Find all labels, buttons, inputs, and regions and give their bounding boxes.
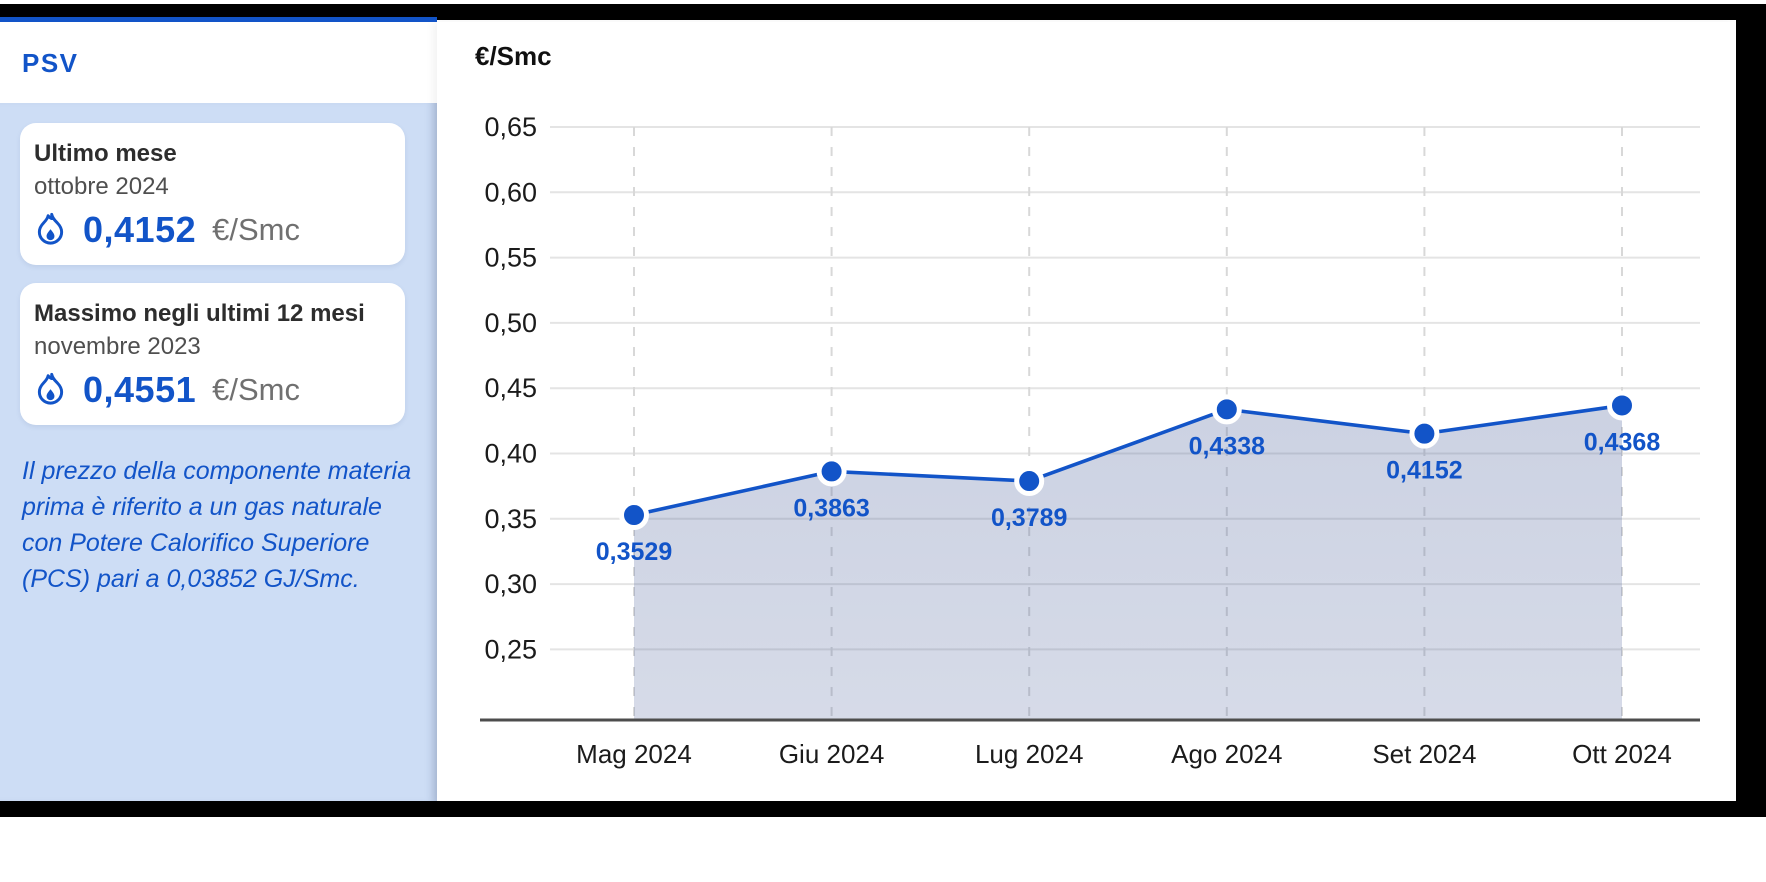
card-title: Massimo negli ultimi 12 mesi — [34, 300, 365, 327]
svg-text:0,3789: 0,3789 — [991, 504, 1067, 532]
svg-text:Set 2024: Set 2024 — [1372, 739, 1476, 769]
data-point-Ott 2024[interactable] — [1607, 390, 1637, 421]
gas-flame-icon — [37, 372, 64, 405]
card-subtitle: novembre 2023 — [34, 333, 201, 360]
price-unit: €/Smc — [212, 372, 300, 407]
svg-text:0,3863: 0,3863 — [793, 494, 869, 522]
price-value: 0,4152 — [83, 209, 197, 250]
price-value: 0,4551 — [83, 369, 197, 410]
card-title: Ultimo mese — [34, 140, 177, 167]
data-point-Mag 2024[interactable] — [619, 500, 649, 531]
svg-text:0,30: 0,30 — [484, 569, 537, 599]
svg-text:0,25: 0,25 — [484, 634, 537, 664]
data-point-Set 2024[interactable] — [1409, 418, 1440, 449]
header-accent-line — [0, 17, 437, 22]
torn-edge-right — [1736, 4, 1766, 817]
svg-text:0,40: 0,40 — [484, 439, 537, 469]
sidebar-header: PSV — [0, 22, 437, 103]
pcs-note: Il prezzo della componente materia prima… — [22, 457, 412, 593]
latest-month-card: Ultimo mese ottobre 2024 0,4152 €/Smc — [20, 123, 405, 265]
svg-text:Lug 2024: Lug 2024 — [975, 739, 1083, 769]
svg-text:0,45: 0,45 — [484, 373, 537, 403]
gas-flame-icon — [37, 212, 64, 245]
svg-text:0,60: 0,60 — [484, 177, 537, 207]
svg-text:0,4368: 0,4368 — [1584, 428, 1661, 456]
data-point-Lug 2024[interactable] — [1014, 466, 1045, 497]
svg-text:0,55: 0,55 — [484, 243, 537, 273]
svg-text:Giu 2024: Giu 2024 — [779, 739, 885, 769]
svg-text:Mag 2024: Mag 2024 — [576, 739, 692, 769]
psv-summary-panel: Ultimo mese ottobre 2024 0,4152 €/Smc Ma… — [0, 103, 437, 801]
data-point-Giu 2024[interactable] — [816, 456, 847, 487]
price-unit: €/Smc — [212, 212, 300, 247]
svg-text:0,65: 0,65 — [484, 112, 537, 142]
svg-text:0,50: 0,50 — [484, 308, 537, 338]
svg-text:Ago 2024: Ago 2024 — [1171, 739, 1282, 769]
svg-text:0,4152: 0,4152 — [1386, 457, 1462, 485]
svg-text:0,3529: 0,3529 — [596, 538, 672, 566]
data-point-Ago 2024[interactable] — [1211, 394, 1242, 425]
max-12-months-card: Massimo negli ultimi 12 mesi novembre 20… — [20, 283, 405, 425]
svg-text:Ott 2024: Ott 2024 — [1572, 739, 1672, 769]
chart-unit-label: €/Smc — [475, 41, 552, 71]
psv-price-chart[interactable]: 0,65 0,60 0,55 0,50 0,45 0,40 0,35 0,30 0,25 Mag … — [437, 22, 1736, 801]
card-subtitle: ottobre 2024 — [34, 173, 169, 200]
torn-edge-bottom — [0, 801, 1766, 817]
torn-edge-top — [0, 4, 1766, 20]
page-title: PSV — [22, 48, 79, 78]
price-row: 0,4152 €/Smc — [34, 207, 389, 253]
svg-text:0,4338: 0,4338 — [1189, 432, 1266, 460]
psv-sidebar: PSV Ultimo mese ottobre 2024 0,4152 €/Sm… — [0, 22, 437, 801]
chart-panel: €/Smc 0,65 0,60 0,55 0,50 0,45 0,40 0,35 0,30 0,… — [437, 22, 1736, 801]
svg-text:0,35: 0,35 — [484, 504, 537, 534]
price-row: 0,4551 €/Smc — [34, 367, 389, 413]
